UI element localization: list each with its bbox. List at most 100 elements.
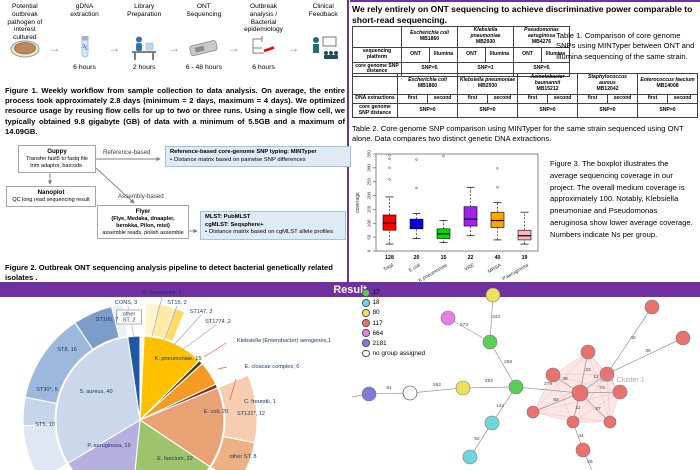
- workflow-step-label: Outbreak analysis / Bacterial epidemiolo…: [244, 3, 283, 34]
- mintyper-bullet-text: Distance matrix based on pairwise SNP di…: [174, 156, 306, 163]
- workflow-step-label: Potential outbreak pathogen of interest …: [7, 3, 43, 42]
- table-cell: second: [607, 93, 638, 104]
- legend-color-dot: [362, 289, 370, 297]
- workflow-arrow-icon: →: [108, 41, 121, 55]
- svg-text:40: 40: [630, 335, 636, 341]
- table-cell: first: [577, 93, 608, 104]
- svg-text:91: 91: [386, 385, 392, 391]
- species-header-cell: Acinetobacter baumannii MB15212: [517, 73, 578, 95]
- cgmlst-title: cgMLST: Seqsphere+: [205, 221, 264, 228]
- nanoplot-title: Nanoplot: [37, 189, 65, 196]
- table-cell: second: [547, 93, 578, 104]
- workflow-arrow-icon: →: [227, 41, 240, 55]
- table-cell: first: [457, 93, 488, 104]
- coverage-boxplot: 0 50 100 150 200 250 300 350 coverage 128 Total 20 E…: [355, 150, 539, 282]
- table-cell: Illumina: [485, 46, 514, 63]
- mintyper-bullet: • Distance matrix based on pairwise SNP d…: [170, 157, 346, 165]
- result-banner: Result: [0, 282, 700, 297]
- phylo-tree-icon: [247, 33, 281, 63]
- lab-bench-icon: [127, 33, 161, 63]
- table1-wrap: Escherichia coli MB1860 Klebsiella pneumon…: [352, 26, 570, 78]
- svg-text:150: 150: [367, 205, 372, 213]
- table-cell: SNP=0: [577, 102, 638, 119]
- svg-text:73: 73: [599, 385, 605, 391]
- legend-label: 18: [372, 299, 380, 307]
- flyer-tools: (Flye, Medaka, dnaapler, berokka, Pilon,…: [111, 215, 175, 229]
- table-cell: core genome SNP distance: [352, 102, 398, 119]
- table1: Escherichia coli MB1860 Klebsiella pneumon…: [352, 26, 570, 78]
- species-header-cell: Klebsiella pneumoniae MB2930: [457, 26, 514, 48]
- svg-text:258: 258: [504, 359, 512, 365]
- tube-icon: [68, 33, 102, 63]
- svg-text:92: 92: [553, 397, 559, 403]
- mst-legend-item: 80: [362, 309, 425, 317]
- figure3-caption: Figure 3. The boxplot illustrates the av…: [550, 159, 693, 239]
- workflow-arrow-icon: →: [48, 41, 61, 55]
- legend-color-dot: [362, 319, 370, 327]
- svg-text:26: 26: [587, 459, 593, 465]
- legend-color-dot: [362, 339, 370, 347]
- workflow-step-time: 2 hours: [132, 64, 156, 71]
- svg-text:20: 20: [414, 255, 420, 261]
- species-header-cell: Pseudomonas aeruginosa MB4276: [513, 26, 570, 48]
- svg-text:250: 250: [367, 177, 372, 185]
- mst-legend-item: 18: [362, 299, 425, 307]
- species-header-cell: Escherichia coli MB1860: [397, 73, 458, 95]
- workflow-step-time: 6 hours: [252, 64, 275, 71]
- table-cell: SNP=0: [397, 102, 458, 119]
- workflow-step-label: ONT Sequencing: [186, 3, 222, 18]
- svg-text:50: 50: [367, 234, 372, 240]
- legend-label: 664: [372, 329, 384, 337]
- table-cell: first: [637, 93, 668, 104]
- svg-text:MRSA: MRSA: [487, 262, 503, 275]
- svg-text:262: 262: [433, 382, 441, 388]
- figure1-caption: Figure 1. Weekly workflow from sample co…: [5, 86, 345, 136]
- svg-text:12: 12: [593, 374, 599, 380]
- species-header-cell: Staphylococcus aureus MB12042: [577, 73, 638, 95]
- purple-divider-top: [350, 0, 700, 2]
- svg-text:coverage: coverage: [355, 192, 361, 213]
- legend-label: 80: [372, 309, 380, 317]
- table2-wrap: Escherichia coli MB1860 Klebsiella pneumon…: [352, 73, 698, 119]
- svg-text:23: 23: [585, 367, 591, 373]
- legend-color-dot: [362, 309, 370, 317]
- reference-based-label: Reference-based: [103, 149, 151, 156]
- weekly-workflow-diagram: Potential outbreak pathogen of interest …: [2, 3, 346, 74]
- mlst-box: MLST: PubMLST cgMLST: Seqsphere+ • Distan…: [200, 211, 346, 240]
- guppy-title: Guppy: [47, 148, 67, 155]
- table-cell: [352, 73, 398, 95]
- workflow-step-label: gDNA extraction: [70, 3, 99, 18]
- mst-legend: 17 18 80 117 664 2181 no group assigned: [362, 289, 425, 360]
- species-sunburst-chart: [22, 296, 258, 470]
- workflow-step: Clinical Feedback: [300, 3, 346, 74]
- flyer-box: Flyer (Flye, Medaka, dnaapler, berokka, …: [97, 205, 189, 240]
- svg-text:P.aeruginosa: P.aeruginosa: [502, 262, 530, 282]
- mlst-bullet-text: Distance matrix based on cgMLST allele p…: [209, 229, 333, 236]
- assembly-based-label: Assembly-based: [118, 193, 164, 200]
- mst-legend-item: no group assigned: [362, 349, 425, 358]
- svg-text:282: 282: [485, 378, 493, 384]
- svg-text:27: 27: [595, 406, 601, 412]
- table2: Escherichia coli MB1860 Klebsiella pneumon…: [352, 73, 698, 119]
- svg-text:E.coli: E.coli: [408, 263, 422, 274]
- svg-text:92: 92: [474, 436, 480, 442]
- table1-caption: Table 1. Comparison of core genome SNPs …: [556, 31, 695, 61]
- workflow-step: Outbreak analysis / Bacterial epidemiolo…: [241, 3, 287, 74]
- svg-text:36: 36: [645, 348, 651, 354]
- svg-text:350: 350: [367, 150, 372, 158]
- guppy-box: Guppy Transfer fast5 to fastq file trim …: [18, 145, 96, 173]
- mst-legend-item: 664: [362, 329, 425, 337]
- mst-legend-item: 2181: [362, 339, 425, 347]
- presentation-icon: [306, 33, 340, 63]
- mlst-title: MLST: PubMLST: [205, 214, 251, 220]
- svg-text:19: 19: [522, 255, 528, 261]
- legend-color-dot: [362, 349, 370, 358]
- legend-color-dot: [362, 299, 370, 307]
- svg-text:100: 100: [367, 219, 372, 227]
- workflow-arrow-icon: →: [168, 41, 181, 55]
- svg-text:273: 273: [460, 322, 468, 328]
- workflow-step: Potential outbreak pathogen of interest …: [2, 3, 48, 74]
- svg-text:15: 15: [441, 255, 447, 261]
- table-cell: second: [667, 93, 698, 104]
